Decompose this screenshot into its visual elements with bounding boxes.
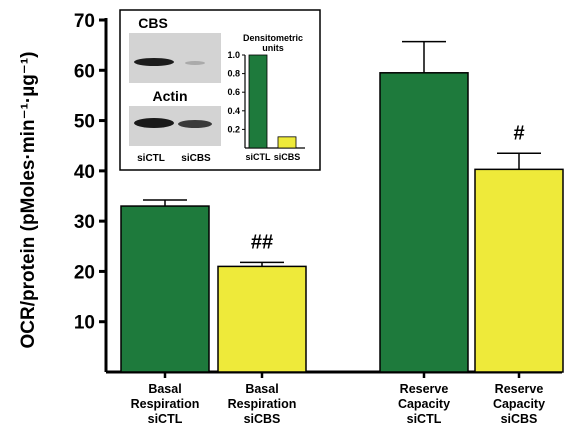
y-axis-label: OCR/protein (pMoles·min⁻¹·µg⁻¹) xyxy=(18,52,39,349)
x-tick-label: Reserve xyxy=(495,382,544,396)
x-tick-label: siCTL xyxy=(407,412,442,426)
y-tick-label: 70 xyxy=(74,11,95,32)
x-tick-label: Reserve xyxy=(400,382,449,396)
inset-bar xyxy=(277,136,297,149)
x-tick-label: Respiration xyxy=(228,397,297,411)
blot-actin-label: Actin xyxy=(153,88,188,104)
x-tick-label: siCBS xyxy=(244,412,281,426)
y-tick-label: 60 xyxy=(74,61,95,82)
y-tick-label: 30 xyxy=(74,212,95,233)
bar xyxy=(474,168,564,373)
inset-x-tick-label: siCBS xyxy=(274,152,301,162)
bar xyxy=(120,205,210,373)
inset-y-tick-label: 0.8 xyxy=(227,69,240,79)
blot-cbs-strip xyxy=(129,33,221,83)
y-tick-label: 10 xyxy=(74,313,95,334)
bar xyxy=(217,265,307,373)
inset-bar xyxy=(248,54,268,149)
x-tick-label: Capacity xyxy=(493,397,545,411)
blot-cbs-label: CBS xyxy=(138,15,168,31)
y-tick-label: 50 xyxy=(74,112,95,133)
inset-x-tick-labels: siCTL siCBS xyxy=(245,152,300,162)
x-tick-label: Capacity xyxy=(398,397,450,411)
x-tick-labels: BasalRespirationsiCTLBasalRespirationsiC… xyxy=(131,382,545,426)
y-ticks: 10 20 30 40 50 60 70 xyxy=(74,11,106,334)
inset-y-tick-label: 0.4 xyxy=(227,106,240,116)
inset-y-ticks: 0.2 0.4 0.6 0.8 1.0 xyxy=(227,50,245,134)
inset-title-line-2: units xyxy=(262,43,284,53)
inset-panel: CBS Actin siCTL siCBS Densitometric unit… xyxy=(119,9,321,171)
inset-y-tick-label: 0.2 xyxy=(227,124,240,134)
y-tick-label: 20 xyxy=(74,262,95,283)
inset-x-tick-label: siCTL xyxy=(245,152,271,162)
inset-title-line-1: Densitometric xyxy=(243,33,303,43)
x-tick-label: siCTL xyxy=(148,412,183,426)
blot-cbs-band-sictl xyxy=(134,58,174,66)
inset-y-tick-label: 0.6 xyxy=(227,87,240,97)
blot-cbs-band-sicbs xyxy=(185,61,205,65)
x-tick-label: siCBS xyxy=(501,412,538,426)
y-tick-label: 40 xyxy=(74,162,95,183)
bar xyxy=(379,72,469,373)
blot-actin-band-sicbs xyxy=(178,120,212,128)
blot-lane-label-sicbs: siCBS xyxy=(181,153,211,164)
bar-series: ### xyxy=(120,40,564,378)
inset-y-tick-label: 1.0 xyxy=(227,50,240,60)
blot-actin-band-sictl xyxy=(134,118,174,128)
x-tick-label: Basal xyxy=(148,382,181,396)
significance-label: ## xyxy=(251,231,273,253)
inset-bar-series xyxy=(248,54,297,149)
significance-label: # xyxy=(513,122,524,144)
blot-lane-label-sictl: siCTL xyxy=(137,153,165,164)
x-tick-label: Respiration xyxy=(131,397,200,411)
x-tick-label: Basal xyxy=(245,382,278,396)
